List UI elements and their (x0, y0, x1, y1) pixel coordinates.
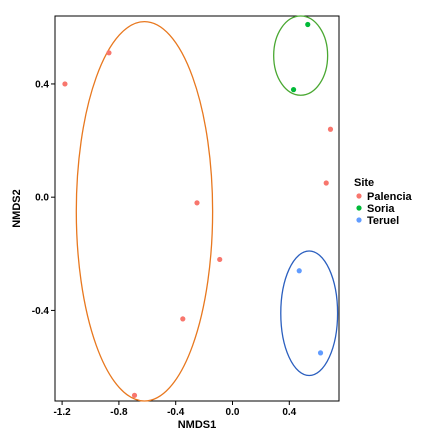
point-palencia-7 (327, 126, 334, 132)
point-soria-2 (290, 87, 297, 93)
point-palencia-1 (62, 81, 68, 87)
x-axis: -1.2 -0.8 -0.4 0.0 0.4 (53, 401, 297, 418)
point-palencia-6 (131, 392, 138, 398)
point-palencia-2 (106, 50, 112, 56)
legend-key-teruel (356, 217, 362, 223)
y-tick-label: 0.0 (35, 193, 49, 204)
y-tick-label: -0.4 (32, 306, 50, 317)
legend-label-palencia: Palencia (367, 191, 413, 203)
y-axis-title: NMDS2 (11, 189, 23, 228)
point-teruel-1 (296, 268, 302, 274)
ellipse-teruel (280, 250, 339, 377)
point-teruel-2 (317, 350, 324, 356)
x-tick-label: -1.2 (53, 407, 71, 418)
legend-title: Site (354, 177, 374, 189)
point-palencia-8 (323, 180, 329, 186)
plot-panel-border (54, 15, 340, 402)
legend-label-soria: Soria (367, 203, 395, 215)
ellipse-soria (273, 15, 329, 96)
point-palencia-5 (180, 316, 186, 322)
points-layer (62, 21, 334, 398)
x-tick-label: -0.8 (110, 407, 128, 418)
legend-key-soria (356, 205, 362, 211)
legend-key-palencia (356, 193, 362, 199)
legend-label-teruel: Teruel (367, 215, 399, 227)
x-tick-label: 0.4 (282, 407, 296, 418)
y-tick-label: 0.4 (35, 79, 49, 90)
x-tick-label: -0.4 (167, 407, 185, 418)
point-soria-1 (305, 21, 311, 28)
point-palencia-4 (217, 256, 223, 263)
x-axis-title: NMDS1 (178, 419, 217, 431)
ellipse-palencia (75, 21, 214, 402)
y-axis: 0.4 0.0 -0.4 (32, 79, 55, 317)
x-tick-label: 0.0 (226, 407, 240, 418)
ellipse-layer (75, 15, 339, 402)
point-palencia-3 (194, 200, 200, 206)
